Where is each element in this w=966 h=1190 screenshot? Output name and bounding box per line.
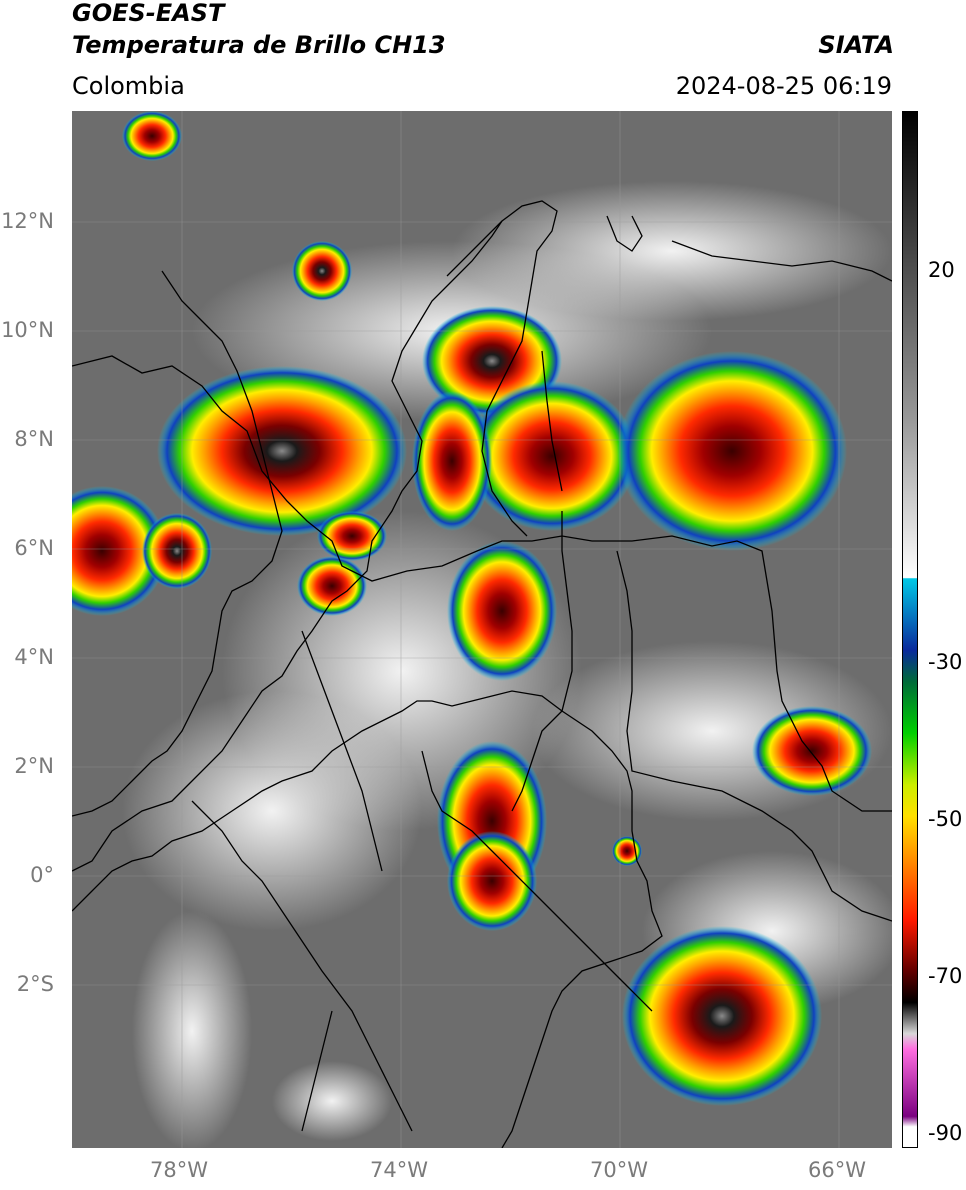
- colorbar-tick-minus30: -30: [928, 650, 963, 674]
- lat-tick-2s: 2°S: [16, 972, 54, 996]
- satellite-map[interactable]: [72, 111, 892, 1148]
- lat-tick-10n: 10°N: [1, 318, 54, 342]
- lat-tick-6n: 6°N: [14, 536, 54, 560]
- satellite-title: GOES-EAST: [72, 0, 225, 27]
- lon-tick-66w: 66°W: [808, 1158, 866, 1182]
- lon-tick-70w: 70°W: [590, 1158, 648, 1182]
- lat-tick-2n: 2°N: [14, 754, 54, 778]
- colorbar-tick-minus70: -70: [928, 964, 963, 988]
- gridlines: [72, 111, 892, 1148]
- storm-cells: [72, 111, 872, 1106]
- colorbar: [902, 111, 918, 1148]
- lat-tick-4n: 4°N: [14, 645, 54, 669]
- borders: [72, 200, 892, 1148]
- agency-label: SIATA: [818, 31, 894, 59]
- colorbar-tick-minus50: -50: [928, 807, 963, 831]
- colorbar-tick-minus90: -90: [928, 1121, 963, 1145]
- product-title: Temperatura de Brillo CH13: [72, 31, 446, 59]
- lon-tick-74w: 74°W: [370, 1158, 428, 1182]
- lat-tick-0: 0°: [30, 863, 54, 887]
- lon-tick-78w: 78°W: [150, 1158, 208, 1182]
- datetime-label: 2024-08-25 06:19: [675, 72, 892, 100]
- colorbar-tick-20: 20: [928, 258, 955, 282]
- lat-tick-8n: 8°N: [14, 427, 54, 451]
- lat-tick-12n: 12°N: [1, 209, 54, 233]
- region-label: Colombia: [72, 72, 185, 100]
